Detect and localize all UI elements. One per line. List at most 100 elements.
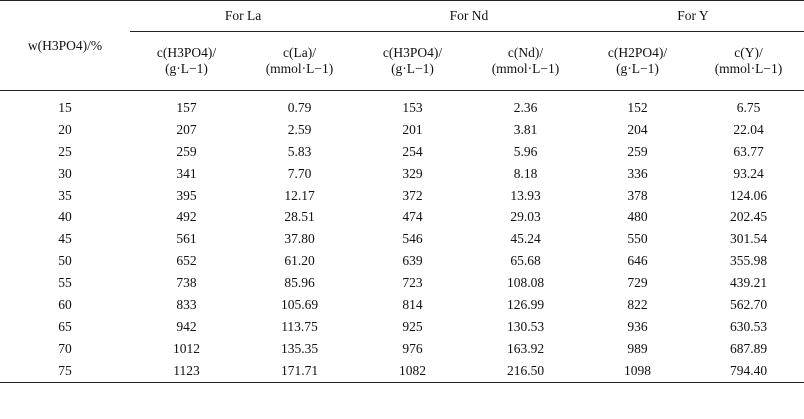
table-cell: 254 [402,143,423,159]
table-cell: 61.20 [284,253,315,269]
table-cell: 2.59 [287,121,312,137]
col-header-y-acid: c(H2PO4)/ (g·L−1) [582,31,693,91]
group-header-nd: For Nd [356,0,582,32]
table-cell: 550 [627,231,648,247]
col-header-unit: (mmol·L−1) [265,61,334,76]
table-cell: 1123 [173,362,200,378]
table-cell: 124.06 [729,187,768,203]
table-cell: 12.17 [284,187,315,203]
table-cell: 1098 [624,362,651,378]
col-header-line: c(H3PO4)/ [156,45,217,60]
table-cell: 794.40 [729,362,768,378]
table-cell: 561 [176,231,197,247]
row-header-cell: 45 [58,231,72,247]
table-cell: 372 [402,187,423,203]
col-header-la-acid: c(H3PO4)/ (g·L−1) [130,31,243,91]
table-cell: 833 [176,296,197,312]
table-cell: 135.35 [280,340,319,356]
col-header-nd-acid: c(H3PO4)/ (g·L−1) [356,31,469,91]
table-cell: 5.96 [513,143,538,159]
table-row: 65 942 113.75 925 130.53 936 630.53 [0,316,804,338]
col-header-la-conc: c(La)/ (mmol·L−1) [243,31,356,91]
table-cell: 6.75 [736,99,761,115]
table-cell: 259 [176,143,197,159]
table-cell: 822 [627,296,648,312]
col-header-line: c(Nd)/ [507,45,544,60]
table-cell: 202.45 [729,209,768,225]
table-cell: 130.53 [506,318,545,334]
table-row: 30 341 7.70 329 8.18 336 93.24 [0,163,804,185]
table-cell: 341 [176,165,197,181]
table-cell: 480 [627,209,648,225]
row-header-cell: 40 [58,209,72,225]
table-cell: 259 [627,143,648,159]
col-header-line: c(Y)/ [734,45,763,60]
row-header-cell: 70 [58,340,72,356]
table-cell: 0.79 [287,99,312,115]
table-cell: 13.93 [510,187,541,203]
table-cell: 652 [176,253,197,269]
table-cell: 216.50 [506,362,545,378]
table-cell: 152 [627,99,648,115]
table-cell: 108.08 [506,275,545,291]
table-cell: 729 [627,275,648,291]
row-header-cell: 75 [58,362,72,378]
table-row: 75 1123 171.71 1082 216.50 1098 794.40 [0,360,804,383]
group-header-la: For La [130,0,356,32]
col-header-line: c(La)/ [283,45,316,60]
table-row: 70 1012 135.35 976 163.92 989 687.89 [0,338,804,360]
table-cell: 378 [627,187,648,203]
col-header-unit: (g·L−1) [391,61,434,76]
group-header-y: For Y [582,0,804,32]
row-header-cell: 50 [58,253,72,269]
table-cell: 2.36 [513,99,538,115]
col-header-line: c(H3PO4)/ [382,45,443,60]
row-header-cell: 60 [58,296,72,312]
col-header-line: c(H2PO4)/ [607,45,668,60]
col-header-y-conc: c(Y)/ (mmol·L−1) [693,31,804,91]
table-row: 25 259 5.83 254 5.96 259 63.77 [0,141,804,163]
row-header-cell: 55 [58,275,72,291]
table-cell: 723 [402,275,423,291]
table-cell: 989 [627,340,648,356]
table-row: 60 833 105.69 814 126.99 822 562.70 [0,294,804,316]
table-cell: 113.75 [281,318,318,334]
row-header-cell: 20 [58,121,72,137]
table-cell: 171.71 [280,362,319,378]
table-cell: 942 [176,318,197,334]
table-row: 20 207 2.59 201 3.81 204 22.04 [0,119,804,141]
table-cell: 492 [176,209,197,225]
table-row: 35 395 12.17 372 13.93 378 124.06 [0,185,804,207]
table-cell: 630.53 [729,318,768,334]
table-row: 55 738 85.96 723 108.08 729 439.21 [0,272,804,294]
table-cell: 204 [627,121,648,137]
table-cell: 153 [402,99,423,115]
table-cell: 395 [176,187,197,203]
table-cell: 29.03 [510,209,541,225]
table-cell: 5.83 [287,143,312,159]
table-cell: 3.81 [513,121,538,137]
table-cell: 639 [402,253,423,269]
table-cell: 63.77 [733,143,764,159]
table-cell: 163.92 [506,340,545,356]
col-header-unit: (g·L−1) [616,61,659,76]
table-row: 50 652 61.20 639 65.68 646 355.98 [0,250,804,272]
row-header-cell: 25 [58,143,72,159]
table-row: 45 561 37.80 546 45.24 550 301.54 [0,228,804,250]
table-cell: 925 [402,318,423,334]
table-cell: 546 [402,231,423,247]
table-cell: 45.24 [510,231,541,247]
table-cell: 329 [402,165,423,181]
table-cell: 301.54 [729,231,768,247]
row-header-cell: 15 [58,99,72,115]
table-cell: 738 [176,275,197,291]
table-cell: 439.21 [729,275,768,291]
table-cell: 8.18 [513,165,538,181]
table-cell: 201 [402,121,423,137]
row-header-cell: 65 [58,318,72,334]
table-cell: 37.80 [284,231,315,247]
table-cell: 474 [402,209,423,225]
row-header-cell: 30 [58,165,72,181]
table-cell: 126.99 [506,296,545,312]
